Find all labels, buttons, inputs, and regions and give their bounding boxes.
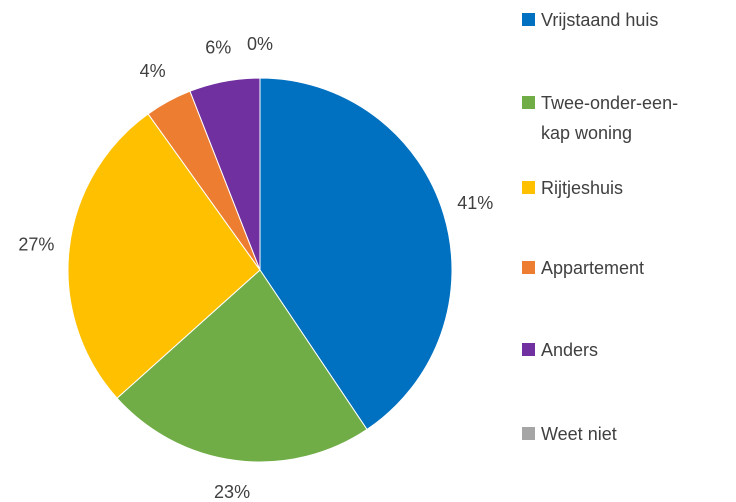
legend-label: Twee-onder-een-kap woning [541,93,679,143]
legend-swatch [522,261,535,274]
legend-label: Vrijstaand huis [541,10,659,30]
legend-label: Appartement [541,258,645,278]
legend-item: Twee-onder-een-kap woning [522,88,692,148]
pie-slice [189,77,261,271]
data-label: 41% [457,193,493,213]
legend-swatch [522,427,535,440]
legend-item: Appartement [522,253,692,283]
data-label: 6% [205,38,231,58]
legend-swatch [522,343,535,356]
data-label: 27% [18,234,54,254]
legend-swatch [522,13,535,26]
data-label: 4% [140,61,166,81]
legend-label: Rijtjeshuis [541,178,624,198]
legend-swatch [522,181,535,194]
legend-item: Weet niet [522,419,692,449]
data-label: 0% [247,34,273,54]
legend-label: Anders [541,340,599,360]
legend-item: Rijtjeshuis [522,173,692,203]
pie-slice [116,269,368,463]
data-label: 23% [214,482,250,502]
legend-item: Vrijstaand huis [522,5,692,35]
legend-label: Weet niet [541,424,617,444]
legend-item: Anders [522,335,692,365]
legend-swatch [522,96,535,109]
pie-slice [67,113,261,399]
pie-slice [259,77,453,431]
